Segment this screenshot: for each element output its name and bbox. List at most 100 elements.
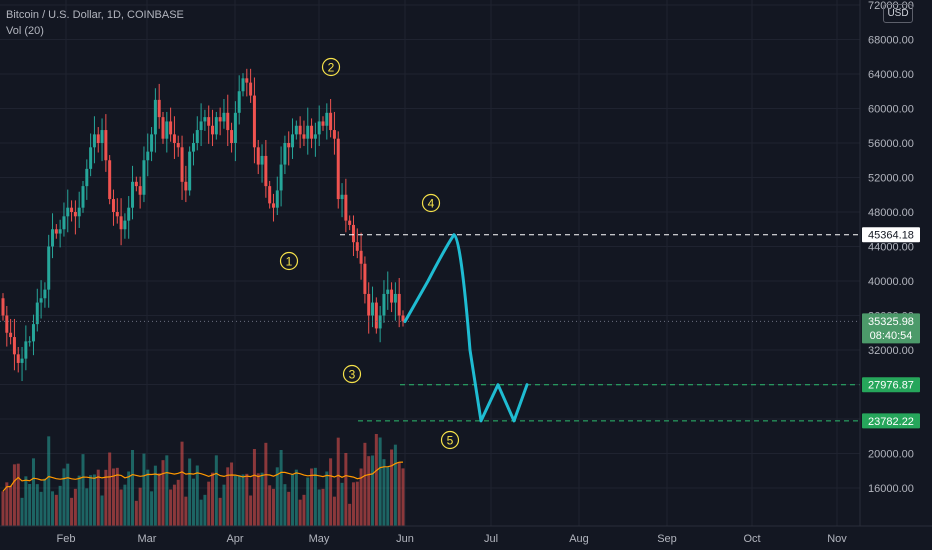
candle-body: [1, 298, 5, 316]
volume-bar: [5, 482, 9, 526]
volume-bar: [131, 450, 135, 526]
candle-body: [386, 289, 390, 294]
price-level-lines: [0, 234, 860, 422]
wave-label-2: 2: [328, 61, 335, 75]
chart-grid: [0, 0, 860, 526]
candle-body: [359, 250, 363, 264]
volume-bar: [245, 473, 249, 526]
volume-bar: [218, 497, 222, 526]
volume-bar: [115, 467, 119, 526]
volume-bar: [111, 468, 115, 526]
currency-button[interactable]: USD: [883, 4, 913, 23]
price-tag-bg: [862, 313, 920, 344]
volume-bar: [39, 491, 43, 526]
candle-body: [138, 186, 142, 195]
volume-bar: [226, 467, 230, 526]
volume-bar: [310, 468, 314, 526]
volume-indicator-label: Vol (20): [6, 25, 44, 37]
volume-bar: [100, 495, 104, 526]
volume-bar: [275, 467, 279, 526]
volume-bar: [47, 436, 51, 526]
candle-body: [351, 224, 355, 243]
candle-body: [199, 121, 203, 131]
volume-bar: [302, 494, 306, 526]
volume-bar: [188, 458, 192, 526]
candle-body: [172, 134, 176, 143]
volume-bar: [169, 489, 173, 526]
projection-path: [403, 233, 529, 423]
volume-bar: [142, 453, 146, 526]
candle-body: [291, 134, 295, 148]
volume-bar: [252, 449, 256, 526]
volume-bar: [180, 441, 184, 526]
candle-body: [401, 315, 405, 322]
volume-bar: [58, 485, 62, 526]
price-tag-label: 27976.87: [868, 380, 914, 392]
volume-bar: [16, 463, 20, 526]
x-tick-label: Jul: [484, 533, 498, 545]
candle-body: [81, 186, 85, 208]
candle-body: [294, 125, 298, 135]
candle-body: [317, 121, 321, 135]
candle-body: [393, 293, 397, 303]
candle-body: [150, 134, 154, 152]
y-tick-label: 32000.00: [868, 345, 914, 357]
wave-labels: 1 2 3 4 5: [279, 57, 460, 450]
volume-bar: [165, 455, 169, 526]
volume-bar: [214, 455, 218, 526]
candle-body: [24, 341, 28, 359]
candle-body: [12, 337, 16, 355]
volume-bar: [279, 450, 283, 526]
candle-body: [111, 199, 115, 212]
candle-body: [5, 315, 9, 333]
price-tag-bg: [862, 227, 920, 243]
candle-body: [165, 121, 169, 139]
candle-body: [142, 160, 146, 195]
x-tick-label: Mar: [138, 533, 157, 545]
candle-body: [89, 147, 93, 169]
candle-body: [397, 293, 401, 316]
candle-body: [321, 121, 325, 126]
volume-bar: [367, 456, 371, 526]
candle-body: [256, 147, 260, 165]
candle-body: [16, 354, 20, 363]
volume-bar: [397, 462, 401, 526]
volume-bar: [332, 496, 336, 526]
candle-body: [123, 220, 127, 230]
volume-bar: [230, 462, 234, 526]
candle-body: [169, 121, 173, 135]
candle-body: [298, 125, 302, 135]
candle-body: [73, 212, 77, 217]
candle-body: [51, 229, 55, 247]
candle-body: [237, 91, 241, 113]
volume-bar: [351, 482, 355, 526]
volume-bar: [283, 484, 287, 526]
price-tag-bg: [862, 413, 920, 429]
candle-body: [43, 289, 47, 299]
volume-bar: [211, 472, 215, 526]
wave-label-4: 4: [428, 197, 435, 211]
candle-body: [9, 332, 13, 338]
candle-body: [207, 117, 211, 126]
x-tick-label: Aug: [569, 533, 589, 545]
volume-bar: [317, 489, 321, 526]
candle-body: [195, 130, 199, 143]
volume-bar: [298, 499, 302, 526]
candle-body: [218, 117, 222, 122]
volume-bars: [1, 434, 405, 526]
volume-bar: [108, 452, 112, 526]
candle-body: [214, 117, 218, 135]
volume-bar: [138, 487, 142, 526]
candle-body: [58, 229, 62, 234]
volume-bar: [191, 478, 195, 526]
volume-bar: [256, 473, 260, 526]
y-tick-label: 72000.00: [868, 0, 914, 12]
volume-bar: [393, 444, 397, 526]
wave-label-circle: [421, 193, 441, 213]
y-tick-label: 16000.00: [868, 483, 914, 495]
candle-body: [344, 194, 348, 221]
time-axis: Feb Mar Apr May Jun Jul Aug Sep Oct Nov: [57, 533, 848, 545]
volume-bar: [20, 497, 24, 526]
candle-body: [211, 125, 215, 135]
